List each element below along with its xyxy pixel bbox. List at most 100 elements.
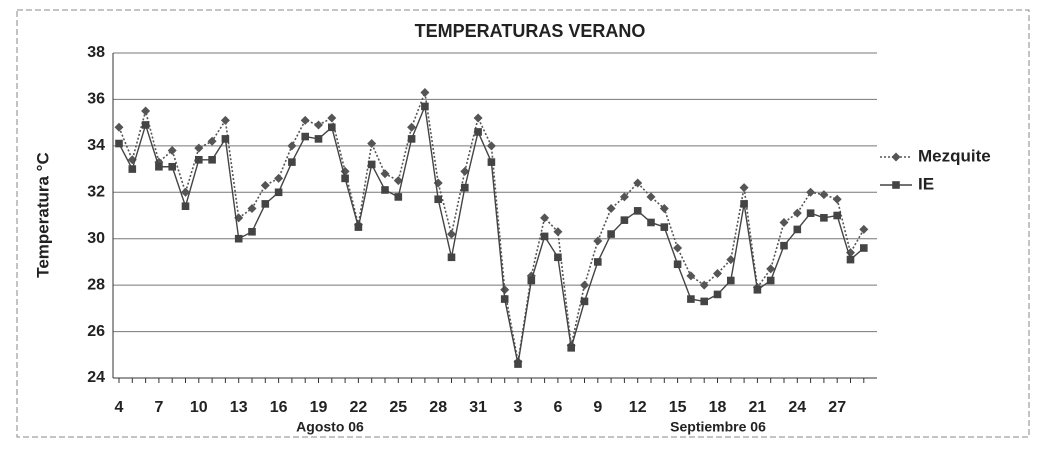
marker <box>687 295 695 303</box>
x-tick-label: 13 <box>230 399 248 416</box>
y-tick-label: 32 <box>87 184 105 201</box>
marker <box>832 194 842 204</box>
marker <box>474 128 482 136</box>
marker <box>314 135 323 143</box>
marker <box>753 285 762 294</box>
marker <box>341 174 349 183</box>
y-tick-label: 30 <box>87 230 105 247</box>
marker <box>195 155 203 164</box>
marker <box>500 285 510 295</box>
marker <box>779 217 789 227</box>
x-tick-label: 10 <box>190 399 208 416</box>
marker <box>766 264 776 274</box>
marker <box>141 121 150 129</box>
marker <box>806 187 816 197</box>
marker <box>381 186 389 194</box>
marker <box>739 183 749 193</box>
marker <box>194 143 204 153</box>
marker <box>699 280 709 290</box>
marker <box>327 113 337 123</box>
marker <box>819 190 829 200</box>
marker <box>726 255 736 265</box>
chart-title: TEMPERATURAS VERANO <box>415 21 646 41</box>
marker <box>594 258 602 266</box>
marker <box>700 297 708 306</box>
x-tick-label: 27 <box>828 399 846 416</box>
marker <box>540 232 549 241</box>
marker <box>234 234 243 243</box>
marker <box>487 158 496 166</box>
marker <box>261 200 270 208</box>
x-tick-label: 9 <box>593 399 602 416</box>
y-tick-label: 38 <box>87 44 105 61</box>
legend-label: Mezquite <box>918 146 991 165</box>
marker <box>859 224 869 234</box>
marker <box>792 208 802 218</box>
marker <box>686 271 696 281</box>
series-line <box>118 89 865 362</box>
marker <box>554 253 562 262</box>
marker <box>155 162 163 171</box>
marker <box>260 180 270 190</box>
x-tick-label: 24 <box>788 399 806 416</box>
x-tick-label: 19 <box>310 399 328 416</box>
marker <box>141 106 151 116</box>
marker <box>527 276 536 285</box>
marker <box>633 178 643 188</box>
marker <box>820 214 828 222</box>
marker <box>607 230 615 238</box>
marker <box>420 87 430 97</box>
marker <box>540 213 550 223</box>
marker <box>833 211 841 220</box>
marker <box>128 165 137 173</box>
marker <box>221 135 230 143</box>
marker <box>891 152 901 162</box>
marker <box>407 135 416 143</box>
marker <box>606 204 616 214</box>
marker <box>580 297 589 306</box>
marker <box>274 188 283 197</box>
marker <box>713 290 722 299</box>
marker <box>354 223 363 231</box>
marker <box>514 360 522 368</box>
marker <box>460 166 470 176</box>
chart-border <box>16 9 1030 438</box>
marker <box>300 115 310 125</box>
marker <box>447 229 456 239</box>
marker <box>486 141 496 151</box>
marker <box>860 244 868 252</box>
marker <box>367 160 376 169</box>
marker <box>673 243 683 253</box>
marker <box>167 146 177 155</box>
y-axis-label: Temperatura °C <box>33 152 52 278</box>
marker <box>394 193 403 201</box>
y-tick-label: 36 <box>87 91 105 108</box>
x-tick-label: 15 <box>669 399 687 416</box>
marker <box>567 344 575 352</box>
marker <box>727 276 735 285</box>
x-tick-label: 3 <box>514 399 523 416</box>
marker <box>314 120 323 130</box>
marker <box>619 192 629 202</box>
marker <box>274 173 284 183</box>
marker <box>473 113 483 123</box>
x-tick-label: 22 <box>350 399 368 416</box>
marker <box>393 176 403 186</box>
marker <box>288 158 296 166</box>
marker <box>580 280 589 290</box>
marker <box>461 183 469 192</box>
x-tick-label: 12 <box>629 399 647 416</box>
marker <box>367 139 377 149</box>
marker <box>806 209 815 217</box>
marker <box>740 200 748 208</box>
marker <box>673 260 682 269</box>
marker <box>380 169 390 179</box>
y-tick-label: 26 <box>87 323 105 340</box>
legend-label: IE <box>918 174 934 193</box>
marker <box>248 227 256 236</box>
marker <box>301 132 309 141</box>
marker <box>208 155 216 164</box>
marker <box>247 204 257 214</box>
group-label: Septiembre 06 <box>670 419 766 435</box>
